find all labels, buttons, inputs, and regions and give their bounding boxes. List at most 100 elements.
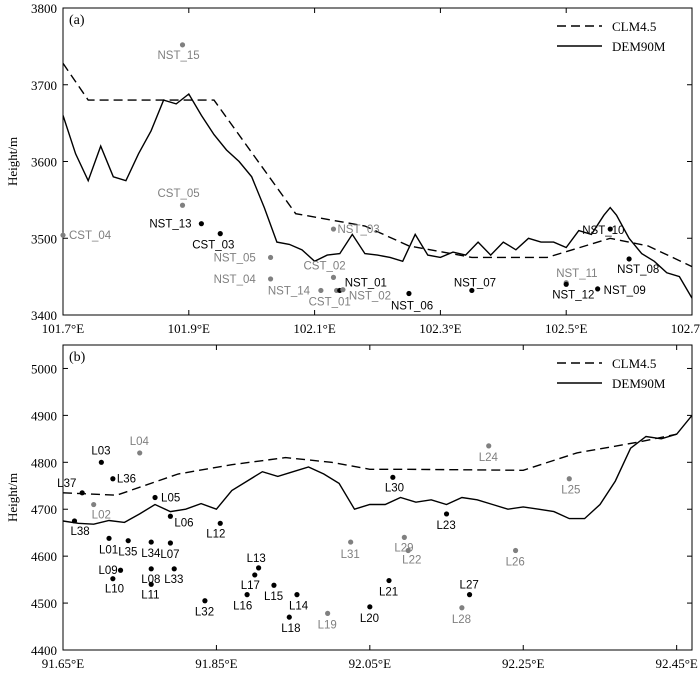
y-tick-label: 3700 xyxy=(31,78,57,93)
station-point xyxy=(71,518,78,524)
station-label: NST_03 xyxy=(337,224,379,236)
station-label: NST_06 xyxy=(391,301,433,313)
station-point xyxy=(256,565,262,571)
series-line-dem90m xyxy=(63,92,692,299)
station-label: L19 xyxy=(318,619,337,631)
station-label: L34 xyxy=(141,548,161,560)
station-point xyxy=(137,450,143,456)
station-label: L10 xyxy=(105,584,124,596)
station-label: NST_10 xyxy=(582,225,624,237)
station-point xyxy=(110,476,116,482)
plot-frame xyxy=(62,344,693,651)
station-point xyxy=(125,538,131,544)
station-label: CST_01 xyxy=(309,296,351,308)
station-label: L35 xyxy=(118,547,137,559)
station-label: L17 xyxy=(241,580,260,592)
y-tick-label: 4600 xyxy=(31,549,57,564)
station-point xyxy=(148,539,154,545)
station-label: CST_02 xyxy=(303,260,345,272)
station-label: L25 xyxy=(561,485,580,497)
station-point xyxy=(79,490,85,496)
panel-a: 101.7°E 101.9°E 102.1°E 102.3°E 102.5°E 102.7… xyxy=(5,1,700,336)
station-point xyxy=(566,476,572,482)
station-point xyxy=(459,605,465,611)
x-tick-label: 91.65°E xyxy=(42,656,84,671)
station-label: L27 xyxy=(460,580,479,592)
station-label: L02 xyxy=(92,510,111,522)
station-point xyxy=(466,592,473,598)
station-label: L05 xyxy=(161,493,180,505)
station-point xyxy=(171,566,177,572)
y-tick-label: 4900 xyxy=(31,408,57,423)
y-tick-label: 3500 xyxy=(31,231,57,246)
station-label: L32 xyxy=(195,607,214,619)
x-tick-label: 102.1°E xyxy=(293,321,335,336)
station-point xyxy=(179,42,186,48)
station-label: L14 xyxy=(289,601,309,613)
station-label: CST_03 xyxy=(192,240,234,252)
station-label: L24 xyxy=(479,452,499,464)
y-axis-label: Height/m xyxy=(5,473,20,522)
station-label: L23 xyxy=(437,520,456,532)
station-label: NST_08 xyxy=(617,264,659,276)
station-label: L36 xyxy=(117,474,136,486)
station-point xyxy=(443,511,450,517)
station-point xyxy=(607,226,613,232)
station-label: L04 xyxy=(130,436,150,448)
station-point xyxy=(348,539,354,545)
station-label: NST_14 xyxy=(268,285,311,297)
station-label: L37 xyxy=(57,478,76,490)
station-point xyxy=(595,286,601,292)
station-point xyxy=(486,443,492,449)
station-point xyxy=(106,535,112,541)
station-point xyxy=(330,274,337,280)
station-point xyxy=(98,459,104,465)
x-tick-label: 101.9°E xyxy=(168,321,210,336)
station-point xyxy=(148,581,154,587)
station-label: NST_13 xyxy=(149,219,191,231)
y-tick-label: 4400 xyxy=(31,643,57,658)
station-label: NST_01 xyxy=(345,277,387,289)
station-point xyxy=(252,572,258,578)
legend-entry: DEM90M xyxy=(612,376,666,391)
station-point xyxy=(386,577,392,584)
station-point xyxy=(148,566,154,572)
station-point xyxy=(406,290,412,297)
station-point xyxy=(271,582,277,588)
station-label: L06 xyxy=(174,517,193,529)
station-label: L15 xyxy=(264,591,283,603)
station-point xyxy=(217,231,223,237)
station-label: L03 xyxy=(91,445,110,457)
x-tick-label: 91.85°E xyxy=(195,656,237,671)
station-point xyxy=(401,534,407,540)
station-label: L01 xyxy=(99,544,118,556)
x-tick-label: 101.7°E xyxy=(42,321,84,336)
y-tick-label: 3600 xyxy=(31,155,57,170)
station-label: L33 xyxy=(164,574,183,586)
station-point xyxy=(294,592,300,598)
station-point xyxy=(152,494,158,501)
station-label: L07 xyxy=(160,549,179,561)
y-tick-label: 4500 xyxy=(31,596,57,611)
legend-entry: DEM90M xyxy=(612,39,666,54)
station-label: L38 xyxy=(71,526,90,538)
station-label: NST_05 xyxy=(214,252,256,264)
legend-entry: CLM4.5 xyxy=(612,356,656,371)
station-point xyxy=(217,520,223,526)
station-label: L22 xyxy=(402,555,421,567)
station-label: NST_07 xyxy=(454,277,496,289)
series-line-clm4-5 xyxy=(63,433,677,496)
station-point xyxy=(179,202,186,208)
x-tick-label: 102.5°E xyxy=(545,321,587,336)
panel-label: (a) xyxy=(69,13,85,28)
station-point xyxy=(318,287,324,294)
station-label: CST_05 xyxy=(158,188,200,200)
x-tick-label: 102.7°E xyxy=(671,321,700,336)
station-label: L08 xyxy=(141,574,160,586)
station-label: L31 xyxy=(341,549,360,561)
station-label: L09 xyxy=(99,565,118,577)
station-label: NST_09 xyxy=(604,285,646,297)
station-label: L21 xyxy=(379,587,398,599)
station-point xyxy=(390,474,396,480)
station-point xyxy=(512,547,519,554)
